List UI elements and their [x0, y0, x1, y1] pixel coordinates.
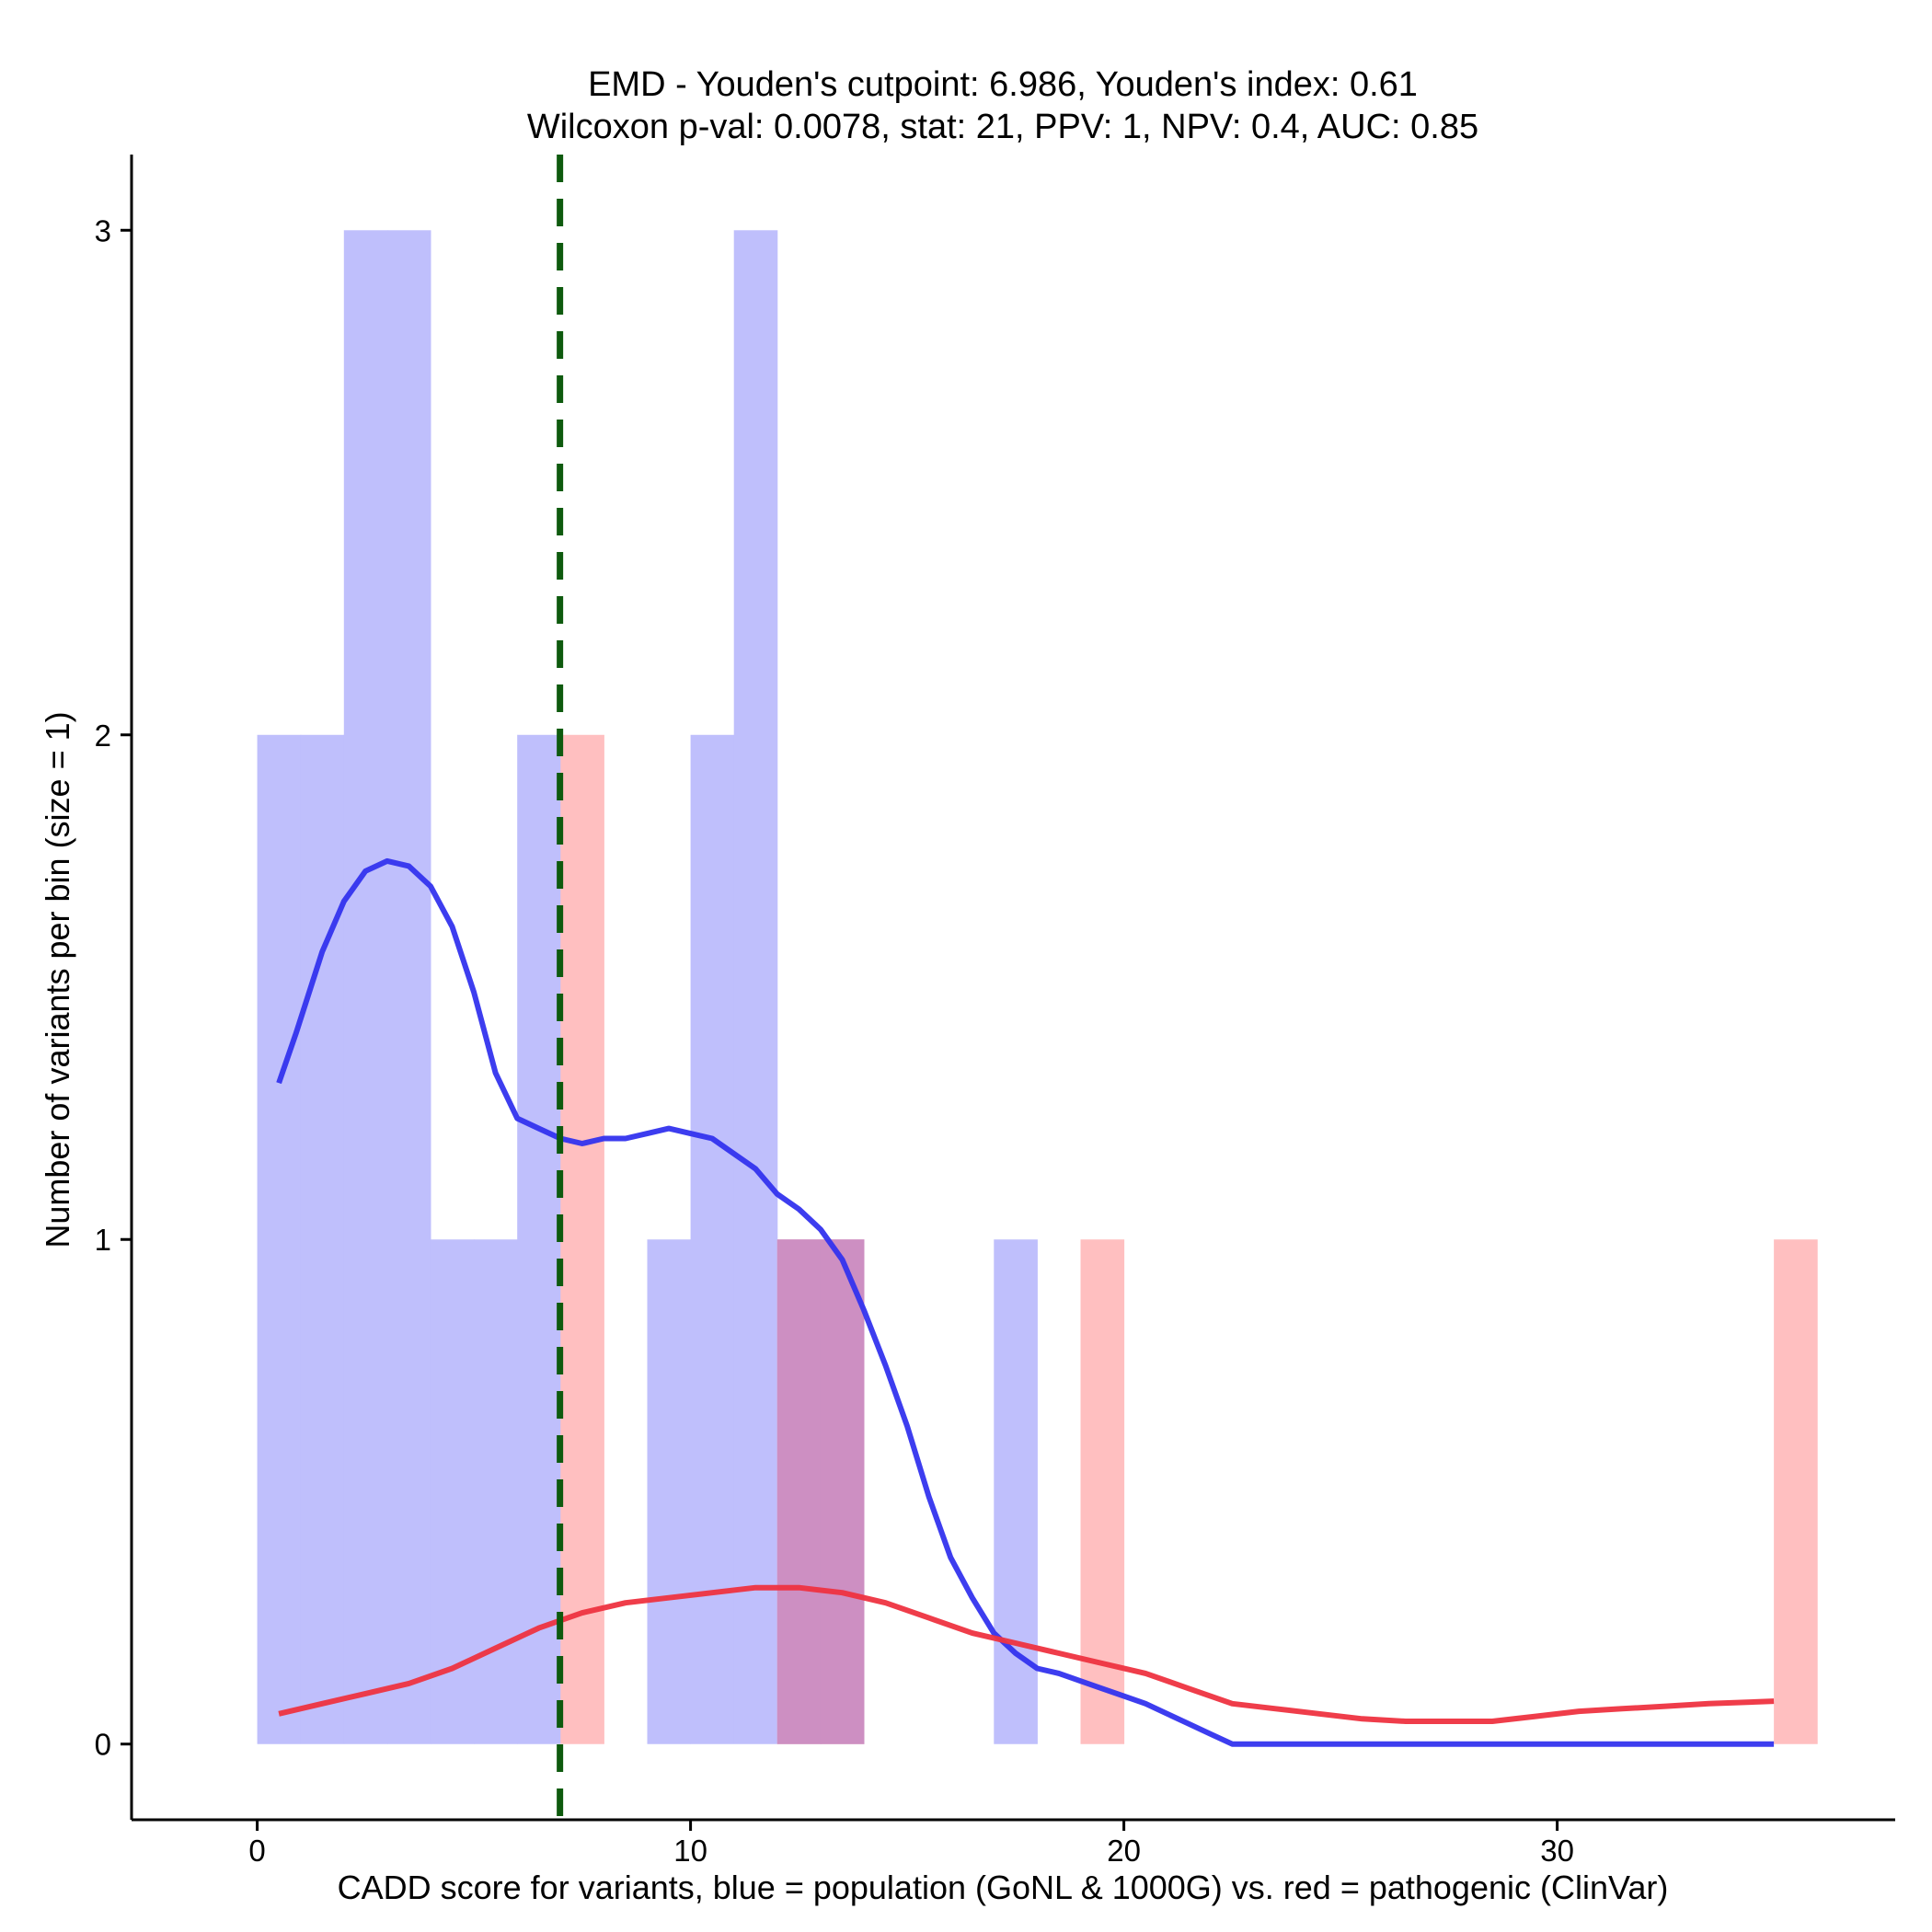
population-bar	[257, 734, 302, 1744]
x-axis-title: CADD score for variants, blue = populati…	[338, 1869, 1669, 1906]
x-tick-label: 10	[673, 1834, 707, 1868]
population-bar	[386, 230, 431, 1744]
population-bar	[733, 230, 778, 1744]
population-bar	[647, 1239, 692, 1744]
tick-labels: 0 10 20 30 0 1 2 3	[95, 213, 1574, 1868]
chart-subtitle: Wilcoxon p-val: 0.0078, stat: 21, PPV: 1…	[527, 108, 1478, 146]
overlap-bar	[820, 1239, 865, 1744]
x-tick-label: 0	[248, 1834, 265, 1868]
population-bar	[994, 1239, 1038, 1744]
density-curves	[276, 857, 1775, 1747]
y-tick-label: 0	[95, 1728, 111, 1762]
histogram-bars	[257, 230, 1818, 1744]
y-tick-label: 3	[95, 213, 111, 247]
population-bar	[474, 1239, 518, 1744]
population-density-line	[276, 857, 1775, 1747]
y-tick-label: 1	[95, 1223, 111, 1257]
population-bar	[690, 734, 735, 1744]
chart-title: EMD - Youden's cutpoint: 6.986, Youden's…	[588, 65, 1418, 104]
pathogenic-bar	[560, 734, 604, 1744]
population-bar	[300, 734, 345, 1744]
pathogenic-density-line	[278, 1584, 1775, 1724]
y-axis-title: Number of variants per bin (size = 1)	[39, 711, 76, 1248]
x-tick-label: 20	[1107, 1834, 1141, 1868]
x-tick-label: 30	[1540, 1834, 1574, 1868]
axes	[121, 155, 1895, 1831]
population-bar	[343, 230, 388, 1744]
population-bar	[517, 734, 561, 1744]
pathogenic-bar	[1774, 1239, 1818, 1744]
y-tick-label: 2	[95, 719, 111, 753]
overlap-bar	[776, 1239, 822, 1744]
